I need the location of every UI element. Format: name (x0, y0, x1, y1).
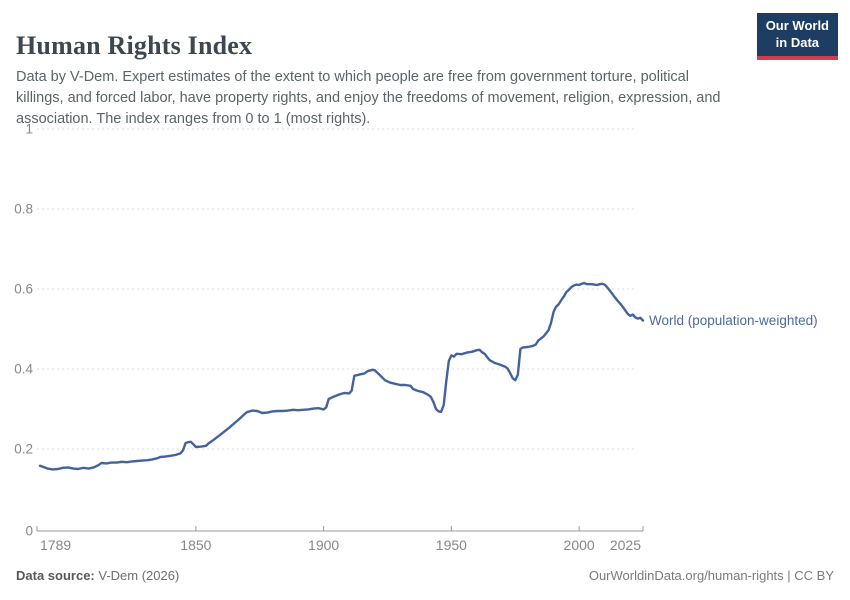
y-tick-label: 0 (25, 524, 33, 539)
y-tick-label: 1 (25, 122, 33, 137)
x-tick-label: 2000 (564, 537, 595, 553)
y-tick-label: 0.6 (14, 282, 33, 297)
owid-logo-line1: Our World (765, 18, 829, 33)
data-source-value: V-Dem (2026) (94, 568, 180, 583)
x-tick-label: 1850 (180, 537, 211, 553)
line-chart[interactable]: 0 0.2 0.4 0.6 0.8 1 1789 1850 1900 1950 2000 2025 Wo… (0, 0, 850, 560)
x-tick-label: 2025 (610, 537, 641, 553)
x-tick-label: 1789 (40, 537, 71, 553)
data-source-label: Data source: (16, 568, 95, 583)
data-source: Data source: V-Dem (2026) (16, 568, 179, 583)
owid-logo-line2: in Data (775, 34, 820, 50)
x-tick-label: 1950 (436, 537, 467, 553)
owid-logo[interactable]: Our World in Data (756, 13, 838, 60)
y-tick-label: 0.4 (14, 362, 33, 377)
page-title: Human Rights Index (16, 31, 253, 61)
credit-link[interactable]: OurWorldinData.org/human-rights | CC BY (588, 568, 834, 583)
chart-subtitle: Data by V-Dem. Expert estimates of the e… (16, 68, 721, 127)
x-tick-label: 1900 (308, 537, 339, 553)
world-line[interactable] (38, 281, 645, 471)
y-tick-label: 0.8 (14, 202, 33, 217)
line-end-label: World (population-weighted) (649, 313, 818, 328)
y-tick-label: 0.2 (14, 442, 33, 457)
chart-footer: Data source: V-Dem (2026) OurWorldinData… (16, 568, 834, 583)
